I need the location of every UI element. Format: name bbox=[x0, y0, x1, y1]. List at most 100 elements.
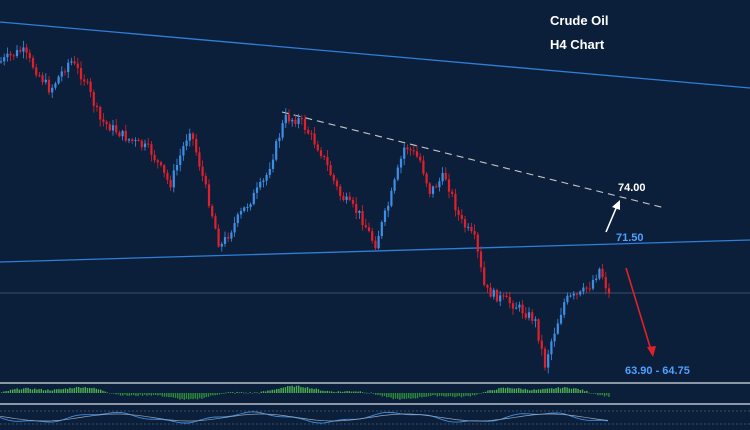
macd-bar bbox=[5, 391, 7, 393]
candle-body bbox=[396, 167, 399, 180]
down-arrow bbox=[625, 267, 656, 357]
candle-body bbox=[211, 206, 214, 217]
candle-body bbox=[287, 114, 291, 122]
macd-bar bbox=[586, 390, 588, 393]
macd-bar bbox=[258, 392, 260, 394]
candle-body bbox=[495, 289, 499, 302]
macd-bar bbox=[487, 390, 489, 393]
macd-bar bbox=[276, 389, 278, 393]
macd-bar bbox=[403, 393, 405, 399]
macd-bar bbox=[421, 393, 423, 398]
macd-bar bbox=[207, 393, 210, 397]
macd-bar bbox=[58, 389, 60, 393]
candle-body bbox=[371, 231, 374, 241]
macd-bar bbox=[546, 388, 548, 393]
macd-bar bbox=[474, 393, 476, 396]
candle-body bbox=[89, 81, 92, 93]
macd-bar bbox=[137, 393, 139, 396]
candle-body bbox=[278, 137, 281, 142]
macd-bar bbox=[381, 393, 383, 397]
candle-body bbox=[543, 348, 547, 368]
candle-body bbox=[339, 186, 342, 196]
candle-body bbox=[393, 179, 396, 191]
candle-body bbox=[3, 57, 6, 62]
candle-body bbox=[268, 168, 271, 175]
macd-bar bbox=[304, 387, 306, 393]
macd-bar bbox=[346, 391, 348, 393]
macd-bar bbox=[419, 393, 421, 397]
macd-bar bbox=[196, 393, 199, 400]
macd-bar bbox=[350, 391, 353, 393]
macd-bar bbox=[564, 387, 566, 393]
macd-bar bbox=[551, 388, 553, 393]
macd-bar bbox=[467, 393, 469, 396]
macd-bar bbox=[577, 388, 579, 393]
macd-bar bbox=[335, 392, 337, 393]
macd-bar bbox=[379, 393, 381, 396]
macd-bar bbox=[166, 393, 168, 397]
macd-bar bbox=[78, 387, 80, 393]
macd-bar bbox=[232, 392, 234, 393]
macd-bar bbox=[102, 390, 104, 393]
macd-bar bbox=[181, 393, 183, 399]
candle-body bbox=[409, 149, 412, 151]
candle-body bbox=[54, 83, 57, 88]
macd-bar bbox=[306, 387, 309, 393]
candle-body bbox=[60, 71, 63, 77]
candle-body bbox=[246, 207, 249, 209]
macd-bar bbox=[130, 393, 133, 396]
macd-bar bbox=[185, 393, 188, 399]
candle-body bbox=[604, 277, 607, 289]
macd-bar bbox=[106, 392, 108, 393]
macd-bar bbox=[36, 389, 38, 393]
candle-body bbox=[537, 319, 540, 341]
candle-body bbox=[351, 199, 355, 204]
macd-bar bbox=[309, 388, 311, 393]
macd-bar bbox=[212, 393, 214, 396]
macd-bar bbox=[240, 392, 243, 393]
candle-body bbox=[169, 179, 172, 188]
macd-bar bbox=[243, 392, 245, 394]
candle-body bbox=[121, 130, 124, 137]
candle-body bbox=[0, 61, 3, 63]
macd-bar bbox=[254, 392, 256, 393]
candle-body bbox=[479, 251, 483, 268]
candle-body bbox=[201, 166, 204, 176]
candle-body bbox=[521, 304, 524, 314]
candle-body bbox=[447, 179, 451, 192]
macd-bar bbox=[27, 387, 29, 393]
candle-body bbox=[153, 154, 156, 161]
candle-body bbox=[86, 81, 89, 83]
macd-bar bbox=[234, 392, 236, 394]
macd-bar bbox=[372, 393, 375, 394]
macd-bar bbox=[192, 393, 194, 400]
macd-bar bbox=[256, 392, 258, 394]
candle-body bbox=[239, 211, 243, 215]
candle-body bbox=[156, 160, 159, 163]
macd-bar bbox=[150, 393, 152, 396]
candle-body bbox=[185, 140, 188, 146]
candle-body bbox=[19, 50, 22, 52]
candle-body bbox=[579, 291, 582, 295]
macd-bar bbox=[249, 392, 251, 393]
candle-body bbox=[607, 288, 611, 294]
macd-bar bbox=[163, 393, 166, 397]
macd-bar bbox=[584, 391, 586, 393]
macd-bar bbox=[588, 392, 590, 394]
macd-bar bbox=[47, 389, 49, 393]
candle-body bbox=[124, 130, 127, 141]
macd-bar bbox=[592, 393, 595, 394]
candle-body bbox=[358, 211, 361, 213]
candle-body bbox=[313, 133, 316, 145]
candle-body bbox=[377, 236, 380, 249]
candle-body bbox=[575, 293, 579, 295]
candle-body bbox=[454, 193, 457, 211]
candles bbox=[0, 40, 611, 374]
macd-bar bbox=[42, 390, 45, 393]
macd-bar bbox=[390, 393, 392, 398]
macd-bar bbox=[287, 386, 289, 393]
macd-bar bbox=[273, 389, 276, 393]
macd-bar bbox=[119, 393, 122, 396]
candle-body bbox=[601, 268, 604, 278]
candle-body bbox=[252, 192, 255, 205]
